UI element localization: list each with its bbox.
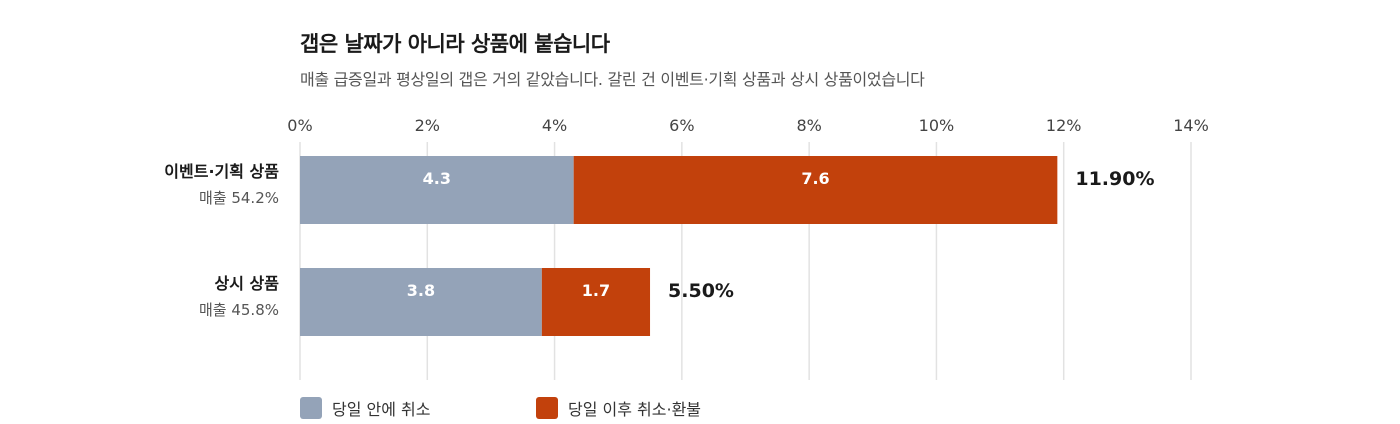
bar-total-label: 5.50% [668,280,734,302]
legend-label-after: 당일 이후 취소·환불 [568,400,702,419]
bar-value-label: 1.7 [582,281,610,300]
bar-value-label: 7.6 [801,169,829,188]
x-tick-label: 10% [919,116,955,135]
x-tick-label: 6% [669,116,694,135]
bar-value-label: 3.8 [407,281,435,300]
category-sublabel: 매출 45.8% [199,301,279,319]
legend-item-after: 당일 이후 취소·환불 [536,396,701,420]
legend-swatch-after [536,397,558,419]
x-tick-label: 12% [1046,116,1082,135]
bar-segment [573,156,1058,224]
chart-subtitle: 매출 급증일과 평상일의 갭은 거의 같았습니다. 갈린 건 이벤트·기획 상품… [300,70,925,89]
bar-segment [300,268,542,336]
bar-total-label: 11.90% [1075,168,1154,190]
x-tick-label: 14% [1173,116,1209,135]
x-tick-label: 2% [415,116,440,135]
bar-value-label: 4.3 [423,169,451,188]
x-tick-label: 8% [796,116,821,135]
category-label: 이벤트·기획 상품 [164,162,279,181]
category-label: 상시 상품 [215,274,280,293]
chart-title: 갭은 날짜가 아니라 상품에 붙습니다 [300,32,610,56]
x-tick-label: 0% [287,116,312,135]
bar-segment [541,268,651,336]
bar-segment [300,156,574,224]
category-sublabel: 매출 54.2% [199,189,279,207]
legend-swatch-same-day [300,397,322,419]
legend-label-same-day: 당일 안에 취소 [332,400,431,419]
x-tick-label: 4% [542,116,567,135]
legend-item-same-day: 당일 안에 취소 [300,396,431,420]
